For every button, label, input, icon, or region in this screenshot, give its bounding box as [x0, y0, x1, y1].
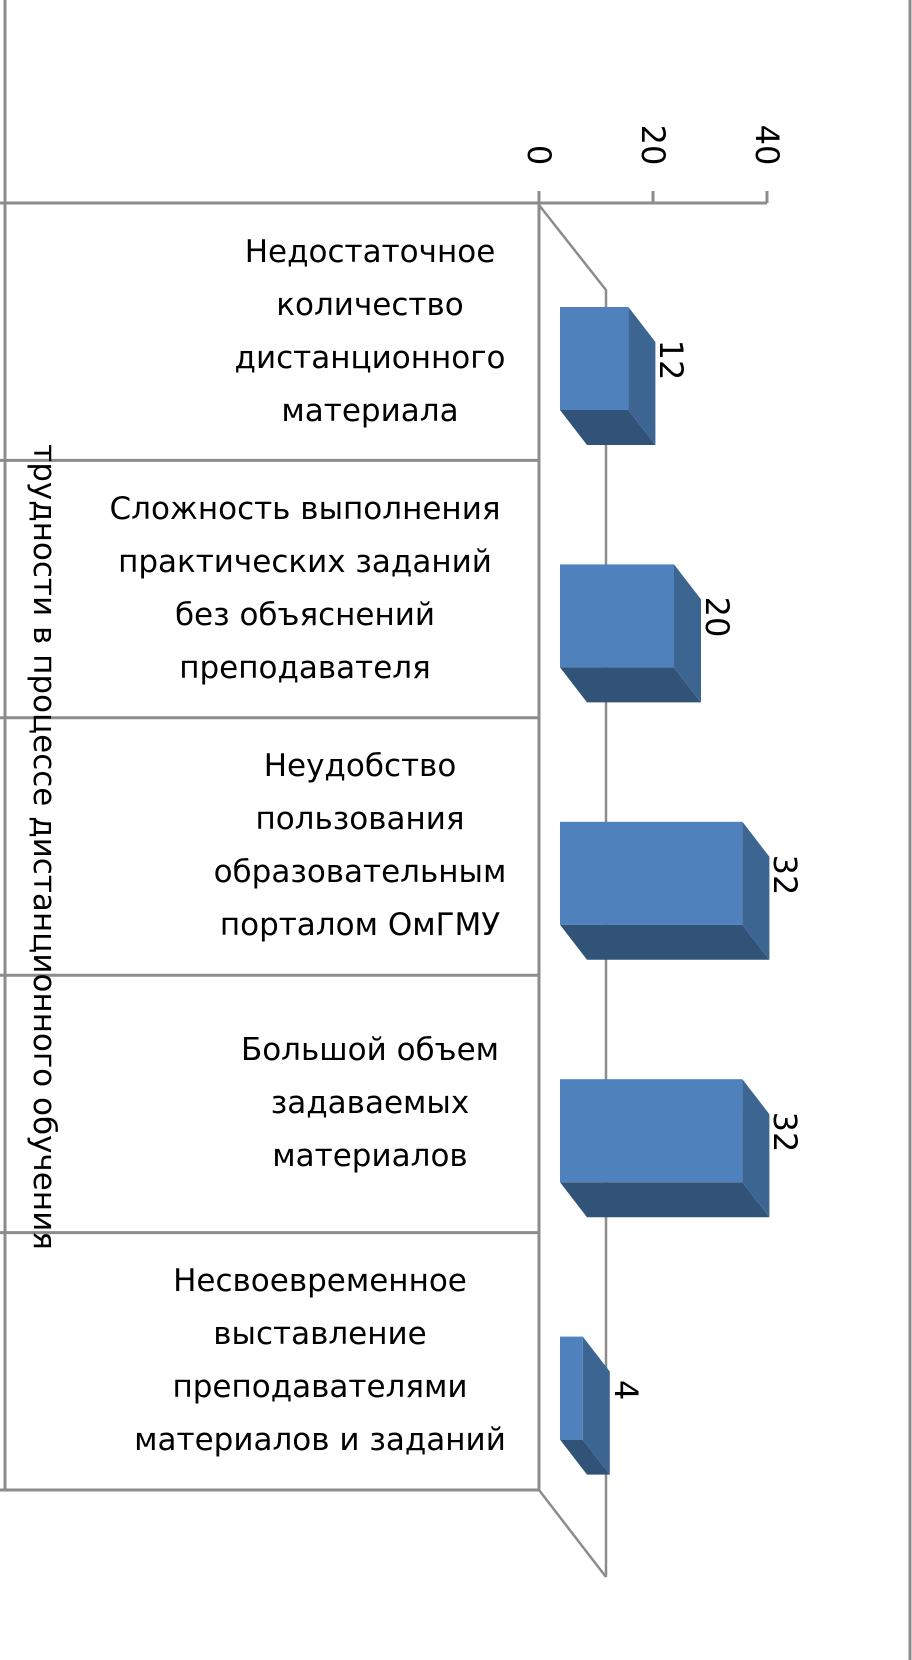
- data-label: 4: [606, 1379, 645, 1400]
- tick-label: 0: [520, 144, 558, 166]
- axis-title: трудности в процессе дистанционного обуч…: [26, 444, 62, 1250]
- bar-bottom-face: [560, 1439, 610, 1475]
- tick-label: 40: [748, 124, 786, 166]
- category-label: Недостаточное количество дистанционного …: [60, 203, 515, 460]
- bar-side-face: [674, 564, 701, 703]
- data-label: 12: [652, 339, 691, 381]
- bar-bottom-face: [560, 667, 701, 703]
- data-label: 20: [698, 597, 736, 638]
- bar-side-face: [742, 1079, 770, 1218]
- data-label: 32: [766, 854, 805, 896]
- category-label-text: Несвоевременное выставление преподавател…: [134, 1263, 506, 1459]
- category-label: Неудобство пользования образовательным п…: [60, 718, 515, 975]
- data-label: 32: [766, 1111, 805, 1153]
- category-label-text: Недостаточное количество дистанционного …: [234, 233, 506, 429]
- bar-bottom-face: [560, 924, 770, 960]
- category-label-text: Большой объем задаваемых материалов: [240, 1032, 500, 1175]
- bar: [560, 1336, 583, 1440]
- tick-label: 20: [634, 124, 672, 166]
- bar-side-face: [628, 307, 656, 445]
- category-label-text: Неудобство пользования образовательным п…: [213, 748, 507, 944]
- bar: [560, 821, 743, 925]
- bar-bottom-face: [560, 1182, 770, 1218]
- category-label: Сложность выполнения практических задани…: [60, 460, 515, 717]
- bar-side-face: [582, 1336, 610, 1475]
- bar: [560, 564, 674, 668]
- bar-bottom-face: [560, 410, 656, 445]
- bar-side-face: [742, 821, 770, 960]
- category-label: Несвоевременное выставление преподавател…: [60, 1233, 515, 1490]
- bar: [560, 1079, 743, 1183]
- category-label: Большой объем задаваемых материалов: [60, 975, 515, 1232]
- category-label-text: Сложность выполнения практических задани…: [109, 491, 501, 687]
- bar: [560, 307, 629, 410]
- floor-edge: [538, 1489, 607, 1578]
